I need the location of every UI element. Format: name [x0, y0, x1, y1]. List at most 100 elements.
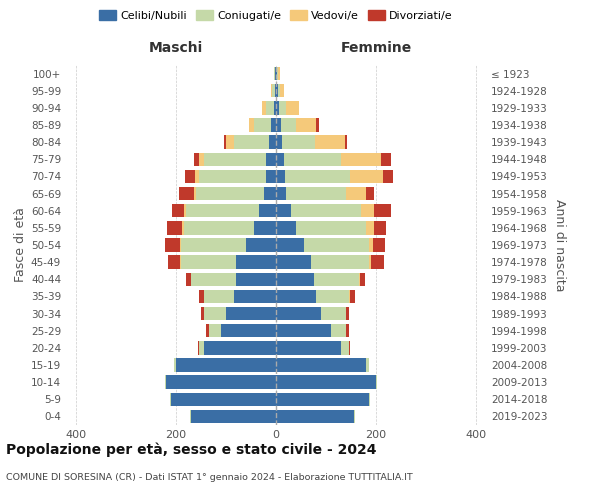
- Bar: [276, 187, 286, 200]
- Bar: [191, 410, 276, 423]
- Bar: [346, 307, 349, 320]
- Bar: [276, 67, 277, 80]
- Bar: [278, 101, 286, 114]
- Bar: [274, 67, 275, 80]
- Bar: [341, 341, 349, 354]
- Bar: [266, 170, 276, 183]
- Bar: [166, 376, 276, 389]
- Bar: [186, 272, 191, 286]
- Y-axis label: Fasce di età: Fasce di età: [14, 208, 27, 282]
- Bar: [254, 118, 271, 132]
- Bar: [203, 307, 226, 320]
- Bar: [191, 272, 236, 286]
- Bar: [368, 238, 373, 252]
- Bar: [277, 84, 280, 98]
- Bar: [361, 204, 373, 218]
- Bar: [276, 238, 304, 252]
- Bar: [368, 392, 370, 406]
- Bar: [316, 290, 349, 303]
- Bar: [199, 290, 203, 303]
- Bar: [349, 290, 355, 303]
- Bar: [221, 324, 276, 338]
- Bar: [346, 324, 349, 338]
- Bar: [201, 307, 203, 320]
- Text: COMUNE DI SORESINA (CR) - Dati ISTAT 1° gennaio 2024 - Elaborazione TUTTITALIA.I: COMUNE DI SORESINA (CR) - Dati ISTAT 1° …: [6, 472, 413, 482]
- Bar: [269, 136, 276, 149]
- Bar: [278, 67, 280, 80]
- Bar: [276, 204, 291, 218]
- Bar: [259, 204, 276, 218]
- Bar: [203, 341, 276, 354]
- Bar: [184, 221, 254, 234]
- Bar: [381, 152, 391, 166]
- Bar: [254, 221, 276, 234]
- Bar: [248, 118, 254, 132]
- Bar: [226, 136, 233, 149]
- Bar: [271, 84, 272, 98]
- Bar: [276, 376, 376, 389]
- Bar: [233, 136, 269, 149]
- Bar: [276, 410, 353, 423]
- Bar: [275, 84, 276, 98]
- Bar: [276, 84, 277, 98]
- Bar: [368, 256, 371, 269]
- Bar: [226, 307, 276, 320]
- Bar: [291, 204, 361, 218]
- Bar: [172, 204, 184, 218]
- Bar: [203, 152, 266, 166]
- Bar: [193, 187, 196, 200]
- Bar: [182, 221, 184, 234]
- Bar: [170, 392, 171, 406]
- Bar: [171, 392, 276, 406]
- Text: Maschi: Maschi: [149, 40, 203, 54]
- Bar: [341, 152, 381, 166]
- Bar: [199, 152, 203, 166]
- Text: Popolazione per età, sesso e stato civile - 2024: Popolazione per età, sesso e stato civil…: [6, 442, 377, 457]
- Bar: [276, 101, 278, 114]
- Bar: [236, 256, 276, 269]
- Bar: [233, 290, 276, 303]
- Bar: [277, 67, 278, 80]
- Bar: [276, 358, 366, 372]
- Bar: [206, 324, 209, 338]
- Bar: [223, 136, 226, 149]
- Bar: [275, 67, 276, 80]
- Y-axis label: Anni di nascita: Anni di nascita: [553, 198, 566, 291]
- Bar: [371, 256, 383, 269]
- Bar: [373, 204, 391, 218]
- Bar: [272, 84, 275, 98]
- Bar: [296, 118, 316, 132]
- Bar: [179, 187, 193, 200]
- Bar: [197, 341, 199, 354]
- Bar: [203, 290, 233, 303]
- Bar: [276, 118, 281, 132]
- Bar: [383, 170, 392, 183]
- Legend: Celibi/Nubili, Coniugati/e, Vedovi/e, Divorziati/e: Celibi/Nubili, Coniugati/e, Vedovi/e, Di…: [95, 6, 457, 25]
- Bar: [246, 238, 276, 252]
- Bar: [360, 272, 365, 286]
- Bar: [331, 324, 346, 338]
- Bar: [376, 376, 377, 389]
- Bar: [266, 152, 276, 166]
- Bar: [190, 410, 191, 423]
- Bar: [304, 238, 368, 252]
- Bar: [209, 324, 221, 338]
- Bar: [311, 256, 368, 269]
- Bar: [165, 376, 166, 389]
- Bar: [276, 136, 282, 149]
- Bar: [276, 272, 314, 286]
- Bar: [366, 358, 368, 372]
- Bar: [346, 187, 366, 200]
- Bar: [276, 256, 311, 269]
- Bar: [344, 136, 347, 149]
- Bar: [314, 136, 344, 149]
- Bar: [167, 256, 180, 269]
- Bar: [366, 221, 373, 234]
- Bar: [316, 118, 319, 132]
- Bar: [280, 84, 284, 98]
- Bar: [373, 238, 385, 252]
- Bar: [274, 101, 276, 114]
- Bar: [194, 170, 199, 183]
- Text: Femmine: Femmine: [340, 40, 412, 54]
- Bar: [179, 238, 181, 252]
